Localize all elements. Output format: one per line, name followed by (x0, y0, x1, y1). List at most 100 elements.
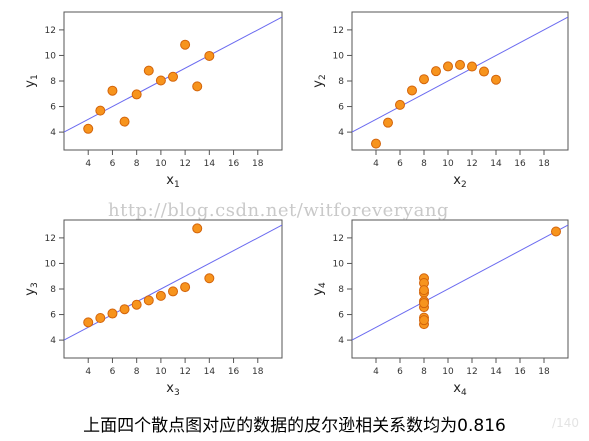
data-point (419, 285, 429, 296)
y-tick-label: 8 (50, 285, 56, 295)
data-point (204, 50, 215, 61)
x-tick-label: 14 (490, 367, 502, 377)
y-axis-label: y2 (311, 74, 328, 87)
x-tick-label: 14 (204, 367, 216, 377)
y-tick-label: 12 (333, 26, 344, 36)
plot-frame (351, 11, 569, 151)
x-tick-label: 18 (252, 367, 264, 377)
y-tick-label: 6 (338, 103, 344, 113)
y-tick-label: 12 (45, 26, 56, 36)
x-tick-label: 8 (421, 367, 427, 377)
data-point (479, 66, 489, 77)
x-tick-label: 16 (228, 159, 240, 169)
scatter-panel-4: 4 6 8 10 12 14 16 18 4 6 8 10 12 x4 y4 (311, 219, 569, 398)
data-point (95, 105, 106, 116)
data-point (107, 85, 118, 96)
y-tick-label: 8 (338, 77, 344, 87)
x-tick-label: 6 (110, 367, 116, 377)
data-point (143, 295, 154, 306)
y-tick-label: 4 (338, 128, 344, 138)
x-tick-label: 4 (85, 159, 91, 169)
data-point (168, 71, 178, 82)
watermark-text: http://blog.csdn.net/witforeveryang (108, 200, 449, 221)
plot-frame (351, 219, 569, 359)
x-axis-label: x4 (453, 381, 467, 398)
data-point (455, 59, 465, 70)
x-tick-label: 18 (252, 159, 264, 169)
data-point (155, 75, 166, 86)
x-tick-label: 10 (442, 367, 454, 377)
x-tick-label: 4 (373, 159, 379, 169)
x-tick-label: 6 (397, 159, 403, 169)
y-tick-label: 4 (50, 336, 56, 346)
y-axis-label: y3 (23, 282, 40, 295)
y-tick-label: 10 (333, 51, 345, 61)
x-tick-label: 4 (373, 367, 379, 377)
x-tick-label: 4 (85, 367, 91, 377)
x-tick-label: 16 (228, 367, 240, 377)
data-point (95, 313, 106, 324)
data-point (431, 66, 441, 77)
data-point (383, 117, 393, 128)
x-tick-label: 10 (442, 159, 454, 169)
y-tick-label: 4 (338, 336, 344, 346)
data-point (371, 138, 381, 149)
data-point (180, 39, 191, 50)
x-tick-label: 14 (204, 159, 216, 169)
x-tick-label: 12 (179, 159, 190, 169)
data-point (107, 308, 118, 319)
x-tick-label: 16 (514, 367, 526, 377)
x-tick-label: 8 (134, 367, 140, 377)
x-tick-label: 12 (466, 367, 477, 377)
y-tick-label: 10 (333, 259, 345, 269)
data-point (83, 317, 94, 328)
y-tick-label: 6 (50, 103, 56, 113)
x-tick-label: 14 (490, 159, 502, 169)
x-axis-label: x1 (166, 173, 179, 190)
data-point (419, 315, 429, 326)
data-point (192, 81, 203, 92)
data-point (467, 61, 477, 72)
data-point (192, 223, 203, 234)
y-axis-label: y4 (311, 282, 328, 296)
x-tick-label: 18 (538, 159, 550, 169)
data-point (395, 99, 405, 110)
y-tick-label: 10 (45, 51, 57, 61)
data-point (204, 273, 215, 284)
data-point (443, 61, 453, 72)
x-tick-label: 10 (155, 367, 167, 377)
data-point (551, 226, 561, 237)
y-tick-label: 8 (50, 77, 56, 87)
y-tick-label: 10 (45, 259, 57, 269)
data-point (419, 298, 429, 309)
x-tick-label: 16 (514, 159, 526, 169)
data-point (168, 286, 178, 297)
x-tick-label: 18 (538, 367, 550, 377)
y-tick-label: 4 (50, 128, 56, 138)
y-tick-label: 6 (50, 311, 56, 321)
y-axis-label: y1 (23, 74, 40, 87)
y-tick-label: 6 (338, 311, 344, 321)
x-axis-label: x2 (453, 173, 466, 190)
data-point (143, 65, 154, 76)
data-point (155, 290, 166, 301)
data-point (419, 74, 429, 85)
x-tick-label: 8 (421, 159, 427, 169)
data-point (131, 89, 142, 100)
x-tick-label: 8 (134, 159, 140, 169)
regression-line (64, 224, 282, 341)
x-tick-label: 6 (397, 367, 403, 377)
x-tick-label: 12 (466, 159, 477, 169)
x-tick-label: 6 (110, 159, 116, 169)
x-tick-label: 12 (179, 367, 190, 377)
data-point (119, 304, 130, 315)
data-point (83, 123, 94, 134)
data-point (407, 85, 417, 96)
data-point (119, 116, 130, 127)
y-tick-label: 12 (45, 234, 56, 244)
x-tick-label: 10 (155, 159, 167, 169)
